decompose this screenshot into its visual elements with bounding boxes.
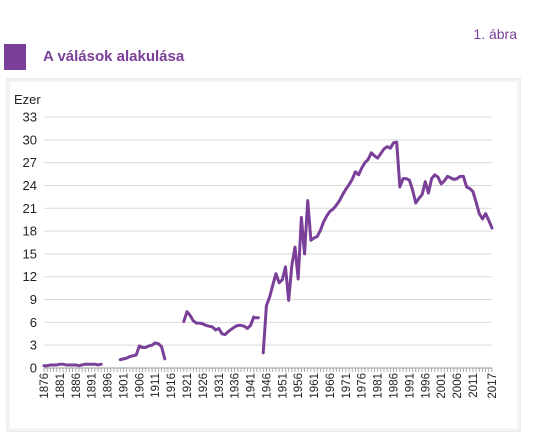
y-axis-tick-labels: 0 3 6 9 12 15 18 21 24 27 30 33 (23, 110, 37, 376)
figure-number: 1. ábra (473, 26, 517, 42)
x-tick-label: 1876 (39, 373, 51, 399)
x-tick-label: 1976 (357, 373, 369, 399)
x-tick-label: 1996 (420, 373, 432, 399)
x-tick-label: 1881 (55, 373, 67, 399)
y-tick-label: 18 (23, 224, 37, 239)
y-tick-label: 24 (23, 178, 37, 193)
x-tick-label: 1986 (389, 373, 401, 399)
x-tick-label: 1896 (103, 373, 115, 399)
series-line (42, 140, 494, 368)
y-tick-label: 9 (30, 292, 37, 307)
x-tick-label: 1936 (230, 373, 242, 399)
x-tick-label: 2011 (468, 373, 480, 398)
x-tick-label: 1946 (261, 373, 273, 399)
y-tick-label: 12 (23, 269, 37, 284)
x-tick-label: 1886 (71, 373, 83, 399)
x-tick-label: 1956 (293, 373, 305, 399)
y-tick-label: 15 (23, 246, 37, 261)
y-axis-unit-label: Ezer (14, 92, 41, 107)
y-tick-label: 21 (23, 201, 37, 216)
x-tick-label: 1951 (277, 373, 289, 399)
x-tick-label: 1916 (166, 373, 178, 399)
x-tick-label: 1931 (214, 373, 226, 399)
x-axis-tick-marks (43, 368, 493, 372)
x-tick-label: 2001 (436, 373, 448, 399)
y-tick-label: 0 (30, 361, 37, 376)
y-tick-label: 6 (30, 315, 37, 330)
y-tick-label: 30 (23, 132, 37, 147)
series-line-segment (118, 341, 167, 362)
x-tick-label: 1921 (182, 373, 194, 399)
x-tick-label: 1911 (150, 373, 162, 398)
x-tick-label: 2006 (452, 373, 464, 399)
series-line-segment (182, 310, 256, 337)
x-tick-label: 1971 (341, 373, 353, 399)
y-tick-label: 33 (23, 110, 37, 125)
x-tick-label: 1966 (325, 373, 337, 399)
x-tick-label: 2017 (487, 373, 499, 399)
x-tick-label: 1906 (134, 373, 146, 399)
x-tick-label: 1941 (246, 373, 258, 399)
chart-title: A válások alakulása (43, 48, 185, 65)
grid-lines (44, 116, 492, 346)
x-tick-label: 1991 (404, 373, 416, 399)
title-accent-block (4, 44, 26, 70)
x-tick-label: 1891 (87, 373, 99, 399)
x-tick-label: 1961 (309, 373, 321, 399)
series-line-segment (261, 140, 494, 355)
y-tick-label: 3 (30, 338, 37, 353)
x-tick-label: 1981 (373, 373, 385, 399)
chart-frame (6, 78, 521, 432)
y-tick-label: 27 (23, 155, 37, 170)
x-tick-label: 1901 (118, 373, 130, 399)
x-axis-tick-labels: 1876 1881 1886 1891 1896 1901 1906 1911 1916 1921… (39, 373, 499, 399)
x-tick-label: 1926 (198, 373, 210, 399)
series-line-segment (42, 362, 103, 368)
